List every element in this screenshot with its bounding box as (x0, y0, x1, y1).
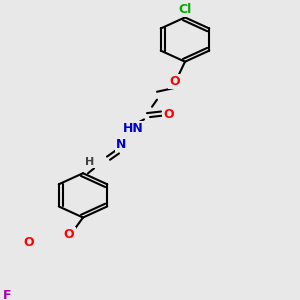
Text: HN: HN (123, 122, 143, 135)
Text: O: O (164, 108, 174, 121)
Text: H: H (85, 157, 94, 167)
Text: F: F (2, 289, 11, 300)
Text: O: O (24, 236, 34, 249)
Text: Cl: Cl (178, 3, 192, 16)
Text: N: N (116, 138, 126, 151)
Text: O: O (64, 228, 74, 242)
Text: O: O (170, 75, 180, 88)
